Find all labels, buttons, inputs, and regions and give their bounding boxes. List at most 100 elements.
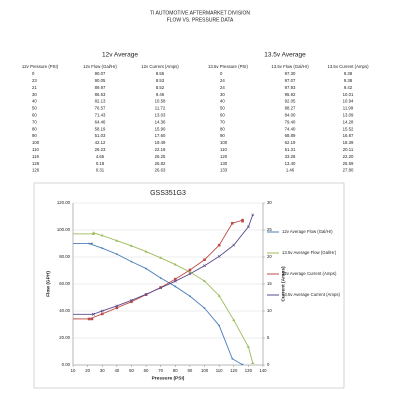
table-cell: 24 — [220, 78, 225, 83]
y2-tick-label: 15 — [267, 281, 272, 286]
table-cell: 60 — [32, 113, 37, 118]
table-cell: 22.19 — [155, 147, 166, 152]
data-point — [115, 253, 118, 256]
data-point — [100, 309, 104, 313]
x-tick-label: 40 — [114, 368, 119, 373]
data-point — [173, 279, 177, 283]
page-title: TI AUTOMOTIVE AFTERMARKET DIVISION — [150, 10, 250, 16]
data-point — [91, 231, 95, 234]
table-cell: 10.58 — [155, 99, 166, 104]
table-cell: 30 — [220, 92, 225, 97]
y-axis-label: Flow (GPH) — [45, 271, 51, 297]
column-header: 12v Pressure (PSI) — [22, 64, 59, 69]
y2-tick-label: 25 — [267, 227, 272, 232]
x-axis-label: Pressure (PSI) — [152, 375, 185, 381]
data-point — [246, 225, 250, 229]
table-cell: 50 — [220, 106, 225, 111]
table-cell: 60 — [220, 113, 225, 118]
table-cell: 11.99 — [343, 106, 354, 111]
x-tick-label: 130 — [245, 368, 253, 373]
data-point — [188, 268, 192, 272]
table-cell: 9.46 — [156, 92, 165, 97]
table-cell: 97.07 — [285, 78, 296, 83]
table-cell: 71.43 — [95, 113, 106, 118]
data-point — [130, 298, 133, 302]
table-cell: 19.49 — [155, 140, 166, 145]
data-point — [159, 256, 163, 259]
table-cell: 1.46 — [286, 168, 295, 173]
data-point — [217, 243, 221, 247]
table-cell: 90.05 — [95, 78, 106, 83]
data-point — [203, 258, 206, 262]
x-tick-label: 50 — [129, 368, 134, 373]
data-point — [188, 270, 192, 273]
x-tick-label: 10 — [71, 368, 76, 373]
table-cell: 13.03 — [155, 113, 166, 118]
table-cell: 40 — [220, 99, 225, 104]
table-cell: 14.36 — [155, 119, 166, 124]
table-cell: 74.40 — [285, 126, 296, 131]
data-point — [88, 242, 90, 245]
table-cell: 120 — [220, 154, 228, 159]
table-cell: 10.01 — [343, 92, 354, 97]
column-header: 13.5v Flow (Gal/Hr) — [271, 64, 309, 69]
table-cell: 68.89 — [285, 133, 296, 138]
table-cell: 20.11 — [343, 147, 354, 152]
data-point — [92, 312, 95, 316]
table-cell: 42.12 — [95, 140, 106, 145]
chart-frame — [33, 182, 345, 389]
data-point — [203, 279, 207, 283]
data-point — [251, 361, 255, 365]
data-point — [203, 264, 206, 268]
y-tick-label: 100.00 — [57, 227, 71, 232]
table-cell: 26.63 — [155, 168, 166, 173]
table-cell: 51.31 — [285, 147, 296, 152]
table-cell: 0 — [220, 71, 223, 76]
data-point — [100, 233, 104, 237]
table-cell: 4.65 — [96, 154, 105, 159]
table-cell: 58.19 — [95, 126, 106, 131]
table-cell: 70 — [32, 119, 37, 124]
column-header: 13.5v Current (Amps) — [327, 64, 369, 69]
data-point — [159, 286, 163, 290]
data-point — [100, 312, 104, 316]
table-cell: 11.72 — [155, 106, 166, 111]
table-cell: 13.09 — [343, 113, 354, 118]
table-cell: 24 — [220, 85, 225, 90]
table-cell: 92.05 — [285, 99, 296, 104]
table-cell: 0.18 — [96, 161, 105, 166]
x-tick-label: 60 — [144, 368, 149, 373]
y-tick-label: 120.00 — [57, 200, 71, 205]
table-cell: 90 — [32, 133, 37, 138]
data-point — [232, 243, 236, 247]
table-cell: 8.53 — [156, 78, 165, 83]
column-header: 12v Flow (Gal/Hr) — [83, 64, 117, 69]
y-tick-label: 60.00 — [59, 281, 70, 286]
table-cell: 21 — [32, 85, 37, 90]
data-point — [144, 292, 148, 296]
table-cell: 17.60 — [155, 133, 166, 138]
table-cell: 62.19 — [285, 140, 296, 145]
table-cell: 76.57 — [95, 106, 106, 111]
data-point — [173, 262, 177, 266]
table-cell: 30 — [32, 92, 37, 97]
table-cell: 90 — [220, 133, 225, 138]
data-point — [251, 213, 255, 217]
x-tick-label: 20 — [85, 368, 90, 373]
page-subtitle: FLOW VS. PRESSURE DATA — [167, 17, 234, 23]
data-point — [130, 260, 133, 263]
data-point — [189, 295, 191, 298]
table-cell: 97.93 — [285, 85, 296, 90]
table-cell: 89.97 — [95, 85, 106, 90]
y-tick-label: 80.00 — [59, 254, 70, 259]
table-cell: 33.28 — [285, 154, 296, 159]
y-tick-label: 20.00 — [59, 335, 70, 340]
table-cell: 110 — [32, 147, 39, 152]
table-cell: 18.39 — [343, 140, 354, 145]
data-point — [144, 250, 148, 253]
table-title: 13.5v Average — [264, 52, 306, 59]
x-tick-label: 110 — [216, 368, 223, 373]
table-cell: 25.59 — [343, 161, 354, 166]
data-point — [218, 324, 221, 327]
table-cell: 86.53 — [95, 92, 106, 97]
